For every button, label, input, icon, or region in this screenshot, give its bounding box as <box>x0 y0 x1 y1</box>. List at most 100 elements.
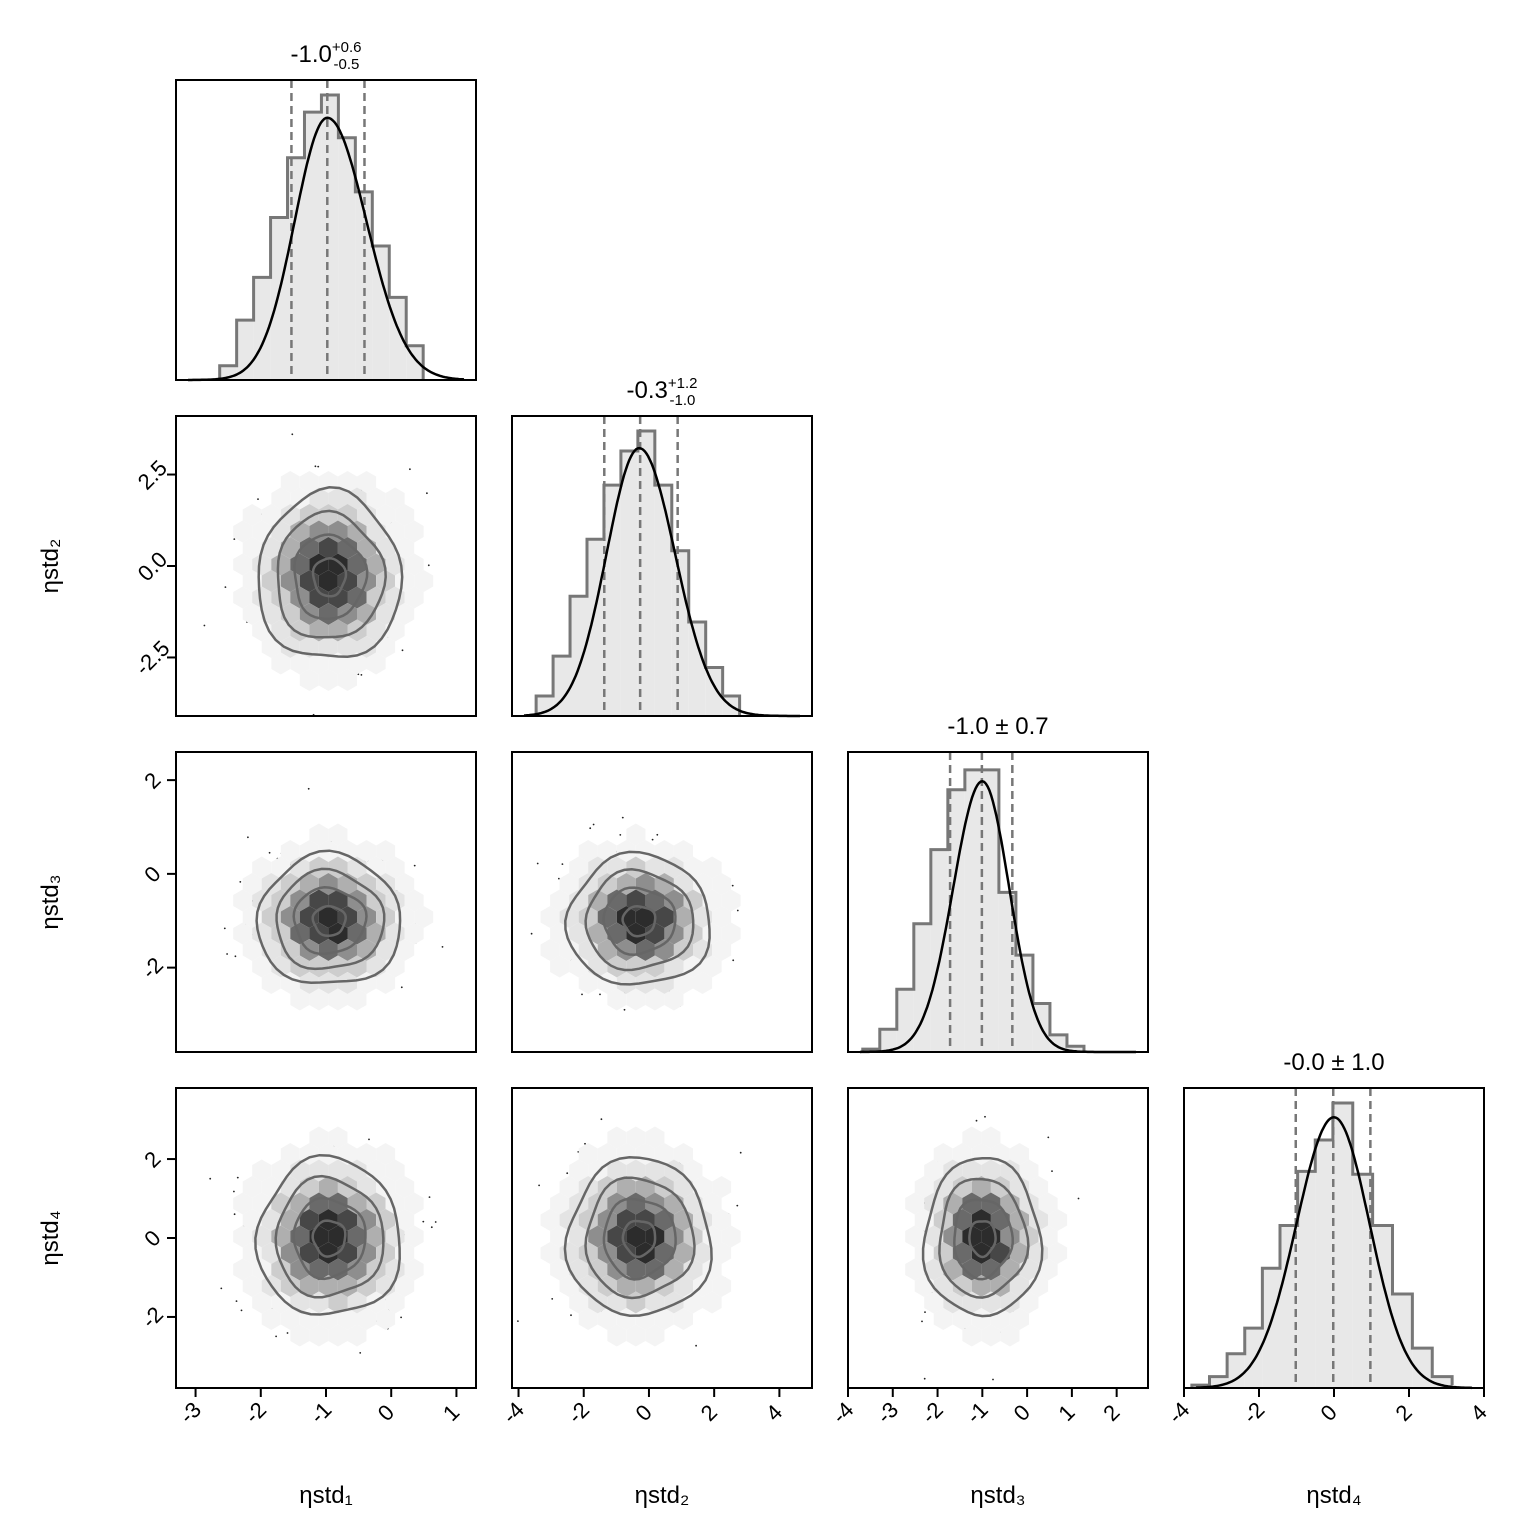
hexbin-cell <box>376 636 396 658</box>
scatter-point <box>736 1204 739 1207</box>
hexbin-cell <box>280 1275 300 1297</box>
hexbin-cell <box>578 1275 598 1297</box>
hexbin-cell <box>673 1143 693 1165</box>
hexbin-cell <box>616 1275 636 1297</box>
hexbin-cell <box>252 856 272 879</box>
scatter-point <box>426 492 428 495</box>
hexbin-cell <box>280 504 300 526</box>
kde-curve <box>188 116 465 382</box>
hexbin-cell <box>366 487 386 510</box>
hexbin-cell <box>337 471 357 493</box>
hexbin-cell <box>290 856 310 879</box>
scatter-point <box>536 862 539 865</box>
hexbin-cell <box>626 922 646 945</box>
hist-bar <box>620 450 638 716</box>
hexbin-cell <box>385 487 405 510</box>
hexbin-cell <box>376 504 396 526</box>
hexbin-cell <box>981 1324 1001 1347</box>
hexbin-cell <box>626 1324 646 1347</box>
hexbin-cell <box>328 1159 348 1182</box>
hexbin-cell <box>712 1275 732 1297</box>
hexbin-cell <box>347 988 367 1011</box>
hexbin-cell <box>376 1143 396 1165</box>
hexbin-cell <box>366 586 386 609</box>
hexbin-cell <box>933 1143 953 1165</box>
scatter-point <box>428 1196 431 1198</box>
hexbin-cell <box>578 1242 598 1264</box>
hexbin-cell <box>588 1225 608 1248</box>
hexbin-cell <box>318 939 338 961</box>
scatter-point <box>239 881 242 883</box>
panel-title-1: -1.0+0.6 -0.5 <box>291 39 362 73</box>
hexbin-cell <box>328 1291 348 1314</box>
hexbin-cell <box>550 955 570 978</box>
scatter-point <box>558 877 560 880</box>
scatter-point <box>268 851 271 854</box>
hexbin-cell <box>271 487 291 510</box>
hexbin-cell <box>347 922 367 945</box>
hexbin-cell <box>347 652 367 675</box>
hexbin-cell <box>271 619 291 642</box>
hexbin-cell <box>1019 1225 1039 1248</box>
scatter-panel-3-2 <box>511 751 813 1053</box>
hexbin-cell <box>385 1291 405 1314</box>
scatter-panel-3-1 <box>175 751 477 1053</box>
scatter-point <box>286 1332 289 1334</box>
hexbin-cell <box>404 553 424 576</box>
hexbin-cell <box>971 1176 991 1198</box>
hexbin-cell <box>404 1192 424 1215</box>
contour-line <box>602 1197 677 1281</box>
scatter-point <box>291 433 294 436</box>
contour-line <box>621 1219 657 1259</box>
hexbin-cell <box>616 1176 636 1198</box>
scatter-point <box>623 1008 626 1011</box>
scatter-point <box>599 993 601 996</box>
diag-panel-1 <box>175 79 477 382</box>
contour-line <box>255 849 402 984</box>
hexbin-cell <box>702 1291 722 1314</box>
hexbin-cell <box>588 889 608 912</box>
hexbin-cell <box>318 1275 338 1297</box>
scatter-point <box>223 927 226 930</box>
hexbin-cell <box>626 1159 646 1182</box>
hexbin-cell <box>654 1143 674 1165</box>
hexbin-cell <box>309 520 329 543</box>
panel-frame <box>511 751 813 1053</box>
hexbin-cell <box>328 586 348 609</box>
hexbin-cell <box>395 873 415 895</box>
hexbin-cell <box>712 1209 732 1231</box>
hexbin-cell <box>337 537 357 559</box>
hexbin-cell <box>280 873 300 895</box>
hexbin-cell <box>702 955 722 978</box>
hexbin-cell <box>385 856 405 879</box>
hexbin-cell <box>280 939 300 961</box>
hexbin-cell <box>280 972 300 994</box>
scatter-point <box>400 986 403 989</box>
hexbin-cell <box>721 1225 741 1248</box>
scatter-point <box>360 674 363 676</box>
hexbin-cell <box>540 906 560 928</box>
hexbin-cell <box>616 906 636 928</box>
hexbin-cell <box>559 1176 579 1198</box>
hexbin-cell <box>693 1242 713 1264</box>
scatter-panel-4-1 <box>175 1087 477 1389</box>
contour-line <box>584 868 695 972</box>
hexbin-cell <box>318 636 338 658</box>
contour-line <box>968 1220 997 1259</box>
hexbin-cell <box>597 873 617 895</box>
contour-line <box>293 533 369 620</box>
hist-bar <box>236 320 254 380</box>
hexbin-cell <box>607 1126 627 1149</box>
scatter-point <box>422 1220 425 1223</box>
hist-bar <box>930 849 948 1052</box>
scatter-point <box>224 586 227 588</box>
hist-bar <box>981 769 999 1052</box>
hexbin-cell <box>616 1209 636 1231</box>
scatter-point <box>235 1300 238 1302</box>
hexbin-cell <box>588 922 608 945</box>
hexbin-cell <box>914 1176 934 1198</box>
hexbin-cell <box>376 840 396 862</box>
contour-line <box>311 557 348 598</box>
hexbin-cell <box>962 1258 982 1281</box>
